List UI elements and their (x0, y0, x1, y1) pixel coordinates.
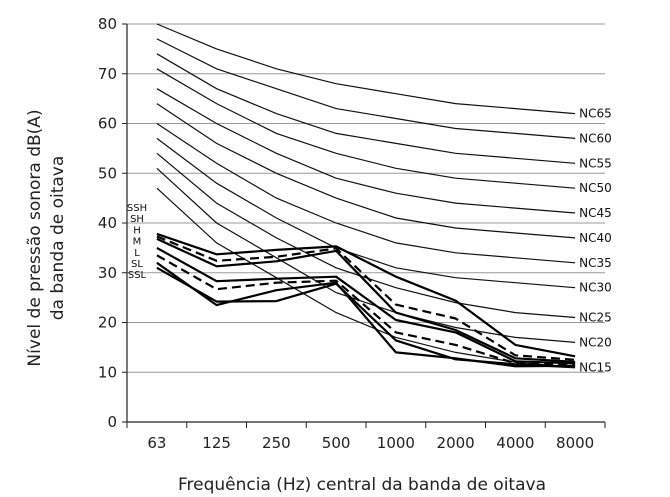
y-tick-label: 10 (98, 363, 117, 381)
x-tick-label: 4000 (496, 434, 534, 452)
nc-label-nc50: NC50 (579, 181, 612, 195)
nc-label-nc55: NC55 (579, 156, 612, 170)
nc-curve-nc55 (156, 53, 576, 164)
axes: 0 10 20 30 40 50 60 70 80 63 125 250 500 1000 2000 4000… (98, 15, 606, 452)
series-line-m (156, 246, 576, 365)
x-axis-title: Frequência (Hz) central da banda de oita… (178, 475, 546, 495)
nc-curve-nc20 (156, 167, 576, 343)
x-tick-label: 63 (147, 434, 166, 452)
nc-curve-nc35 (156, 123, 576, 264)
nc-label-nc35: NC35 (579, 256, 612, 270)
y-tick-label: 30 (98, 264, 117, 282)
x-tick-label: 250 (262, 434, 291, 452)
grid-lines (127, 23, 605, 373)
nc-curve-nc45 (156, 88, 576, 214)
nc-curve-nc65 (156, 23, 576, 115)
y-tick-label: 40 (98, 214, 117, 232)
series-line-sh (156, 235, 576, 361)
nc-curve-nc25 (156, 152, 576, 319)
y-axis-title: Nível de pressão sonora dB(A) (25, 109, 45, 366)
series-line-l (156, 254, 576, 366)
series-label-m: M (133, 237, 142, 248)
x-tick-label: 125 (202, 434, 231, 452)
y-tick-label: 70 (98, 65, 117, 83)
series-label-h: H (133, 225, 141, 236)
y-tick-label: 20 (98, 314, 117, 332)
nc-label-nc60: NC60 (579, 131, 612, 145)
nc-curve-nc60 (156, 38, 576, 139)
series-label-sh: SH (130, 214, 144, 225)
nc-curve-nc30 (156, 137, 576, 289)
series-label-l: L (134, 248, 140, 259)
x-tick-label: 2000 (437, 434, 475, 452)
y-axis-title-line2: da banda de oitava (48, 156, 68, 321)
series-label-ssh: SSH (127, 203, 147, 214)
nc-label-nc65: NC65 (579, 107, 612, 121)
nc-label-nc25: NC25 (579, 311, 612, 325)
series-line-h (156, 237, 576, 363)
x-tick-label: 500 (322, 434, 351, 452)
y-tick-label: 0 (107, 413, 117, 431)
series-label-sl: SL (131, 259, 143, 270)
nc-label-nc15: NC15 (579, 360, 612, 374)
x-tick-label: 8000 (556, 434, 594, 452)
series-label-ssl: SSL (128, 270, 147, 281)
series-line-ssl (156, 266, 576, 369)
nc-label-nc40: NC40 (579, 231, 612, 245)
series-group (156, 232, 576, 369)
y-tick-label: 80 (98, 15, 117, 33)
nc-label-nc20: NC20 (579, 335, 612, 349)
nc-curves-group: NC65 NC60 NC55 NC50 NC45 NC40 NC35 NC30 NC25 NC20… (156, 23, 612, 374)
nc-label-nc45: NC45 (579, 206, 612, 220)
nc-curve-nc50 (156, 68, 576, 189)
series-line-ssh (156, 232, 576, 358)
nc-label-nc30: NC30 (579, 281, 612, 295)
y-tick-label: 60 (98, 115, 117, 133)
x-tick-label: 1000 (377, 434, 415, 452)
nc-curve-nc40 (156, 103, 576, 239)
y-tick-label: 50 (98, 164, 117, 182)
